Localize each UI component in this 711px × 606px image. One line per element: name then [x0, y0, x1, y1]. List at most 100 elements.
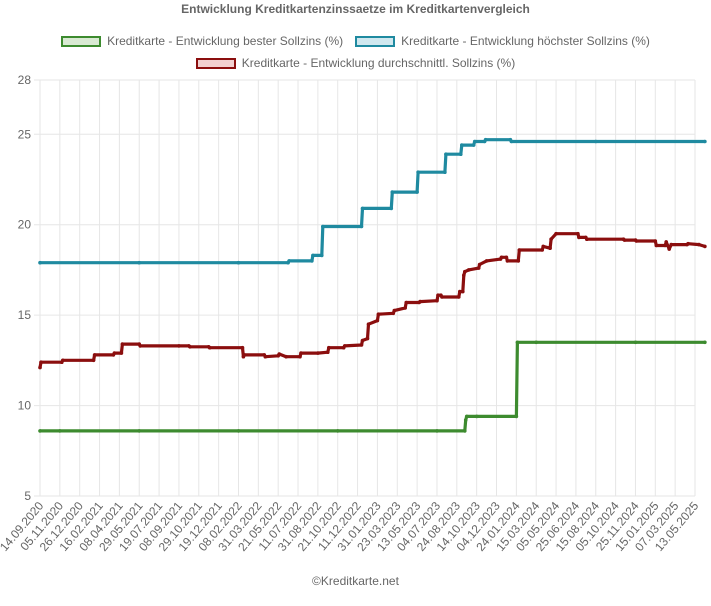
data-point [594, 139, 598, 144]
data-point [120, 342, 125, 346]
data-point [366, 322, 371, 327]
data-point [310, 259, 314, 263]
data-point [548, 246, 552, 250]
legend-label-best: Kreditkarte - Entwicklung bester Sollzin… [107, 34, 344, 48]
data-point [359, 343, 364, 347]
data-point [375, 318, 380, 323]
data-point [686, 241, 690, 246]
chart-title: Entwicklung Kreditkartenzinssaetze im Kr… [181, 2, 530, 16]
legend-swatch-average [195, 57, 236, 69]
data-point [207, 345, 212, 350]
data-point [554, 231, 558, 236]
data-point [137, 260, 141, 265]
data-point [577, 235, 581, 240]
data-point [38, 429, 42, 433]
data-point [462, 273, 466, 278]
data-point [474, 414, 479, 419]
data-point [463, 429, 467, 433]
data-point [540, 248, 544, 252]
data-point [460, 143, 464, 147]
data-point [299, 351, 303, 355]
data-point [320, 253, 324, 258]
data-point [391, 311, 396, 316]
data-point [119, 351, 124, 355]
data-point [240, 345, 245, 350]
y-tick-label: 5 [24, 489, 31, 503]
data-point [703, 139, 707, 144]
data-point [436, 293, 440, 298]
data-point [517, 248, 522, 252]
footer-copyright: ©Kreditkarte.net [312, 574, 399, 588]
data-point [316, 351, 320, 355]
data-point [335, 429, 340, 433]
data-point [461, 289, 465, 294]
y-tick-label: 25 [18, 127, 32, 141]
data-point [576, 231, 580, 236]
data-point [392, 308, 397, 313]
data-point [38, 260, 42, 265]
data-point [58, 429, 62, 433]
data-point [415, 190, 419, 194]
data-point [177, 344, 181, 348]
data-point [91, 358, 96, 363]
data-point [459, 152, 463, 156]
data-point [471, 143, 476, 147]
data-point [404, 300, 409, 305]
data-point [138, 344, 142, 348]
data-point [443, 170, 447, 174]
data-point [416, 170, 420, 174]
legend-swatch-highest [355, 35, 396, 47]
data-point [284, 354, 288, 359]
data-point [664, 240, 668, 244]
data-point [634, 239, 639, 243]
legend-item-best[interactable]: Kreditkarte - Entwicklung bester Sollzin… [61, 34, 343, 48]
data-point [263, 354, 268, 359]
data-point [654, 243, 659, 248]
legend-swatch-best [61, 35, 102, 47]
legend-item-highest[interactable]: Kreditkarte - Entwicklung höchster Sollz… [355, 34, 650, 48]
data-point [376, 312, 381, 317]
data-point [389, 206, 394, 211]
data-point [697, 242, 701, 247]
data-point [633, 340, 638, 345]
legend-row-1: Kreditkarte - Entwicklung bester Sollzin… [0, 34, 711, 48]
data-point [440, 295, 444, 299]
data-point [365, 336, 370, 341]
data-point [703, 340, 707, 345]
data-point [236, 429, 241, 433]
data-point [653, 239, 658, 243]
data-point [435, 298, 439, 303]
data-point [137, 429, 141, 433]
data-point [483, 137, 488, 142]
data-point [360, 206, 365, 211]
data-point [622, 238, 627, 242]
data-point [457, 295, 461, 299]
data-point [61, 358, 65, 363]
data-point [505, 259, 510, 263]
data-point [188, 345, 192, 349]
data-point [472, 139, 477, 144]
data-point [669, 242, 673, 247]
data-point [38, 365, 42, 370]
data-point [504, 255, 509, 260]
data-point [464, 414, 469, 419]
data-point [463, 269, 467, 274]
legend-item-average[interactable]: Kreditkarte - Entwicklung durchschnittl.… [195, 56, 516, 70]
data-point [476, 266, 481, 270]
data-point [236, 260, 241, 265]
data-point [435, 429, 439, 433]
data-point [477, 262, 482, 267]
data-point [514, 414, 519, 419]
data-point [667, 247, 671, 251]
data-point [311, 253, 315, 258]
y-tick-label: 15 [18, 308, 32, 322]
data-point [39, 360, 43, 365]
legend-label-average: Kreditkarte - Entwicklung durchschnittl.… [241, 56, 516, 70]
data-point [277, 352, 282, 356]
data-point [321, 224, 325, 229]
y-tick-label: 10 [18, 399, 32, 413]
data-point [298, 354, 302, 359]
data-point [509, 139, 514, 144]
data-point [359, 224, 364, 229]
